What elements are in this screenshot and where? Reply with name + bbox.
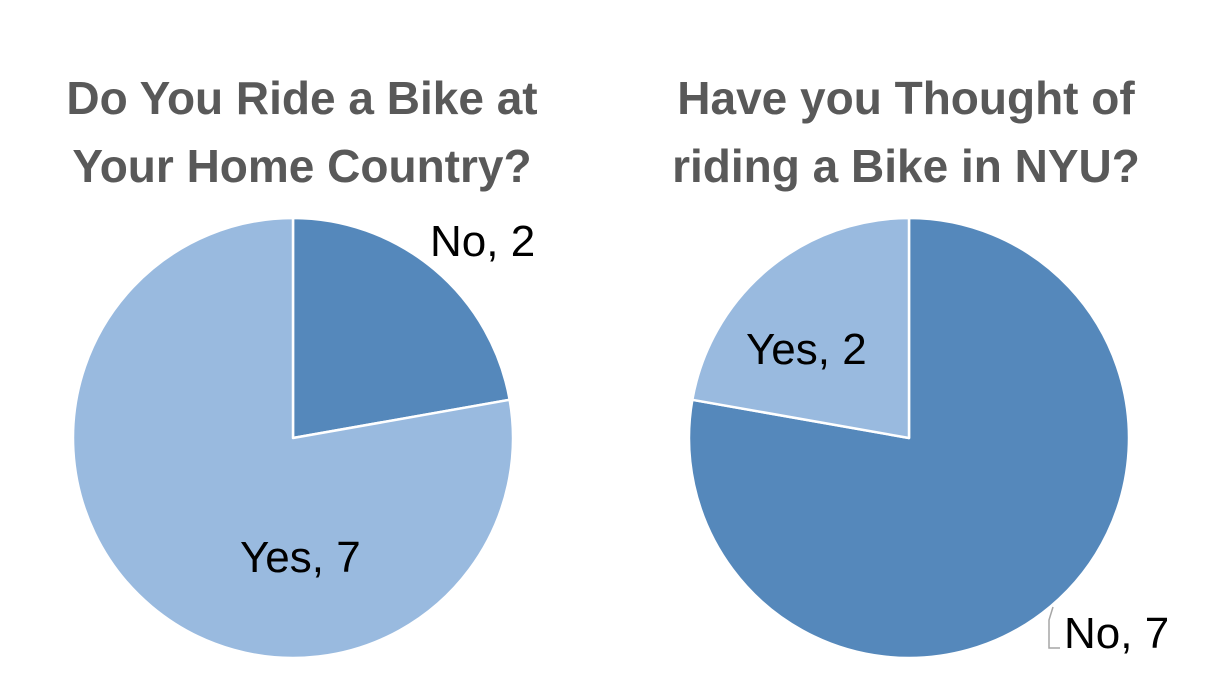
- chart-title: Have you Thought of riding a Bike in NYU…: [672, 72, 1140, 192]
- pie-slice-yes: [691, 216, 911, 440]
- pie-svg: No, 7 Yes, 2: [687, 216, 1169, 660]
- data-label-no: No, 2: [430, 217, 535, 266]
- data-label-yes: Yes, 2: [746, 325, 867, 374]
- leader-line: [1048, 606, 1060, 649]
- pie-slice-no: [291, 216, 511, 440]
- pie-svg: No, 2 Yes, 7: [71, 216, 535, 660]
- chart-title: Do You Ride a Bike at Your Home Country?: [66, 72, 538, 192]
- pie-chart-nyu: Have you Thought of riding a Bike in NYU…: [604, 0, 1208, 684]
- pie-slice-yes: [71, 216, 515, 660]
- pie-chart-home-country: Do You Ride a Bike at Your Home Country?…: [66, 72, 538, 660]
- data-label-yes: Yes, 7: [240, 533, 361, 582]
- data-label-no: No, 7: [1064, 609, 1169, 658]
